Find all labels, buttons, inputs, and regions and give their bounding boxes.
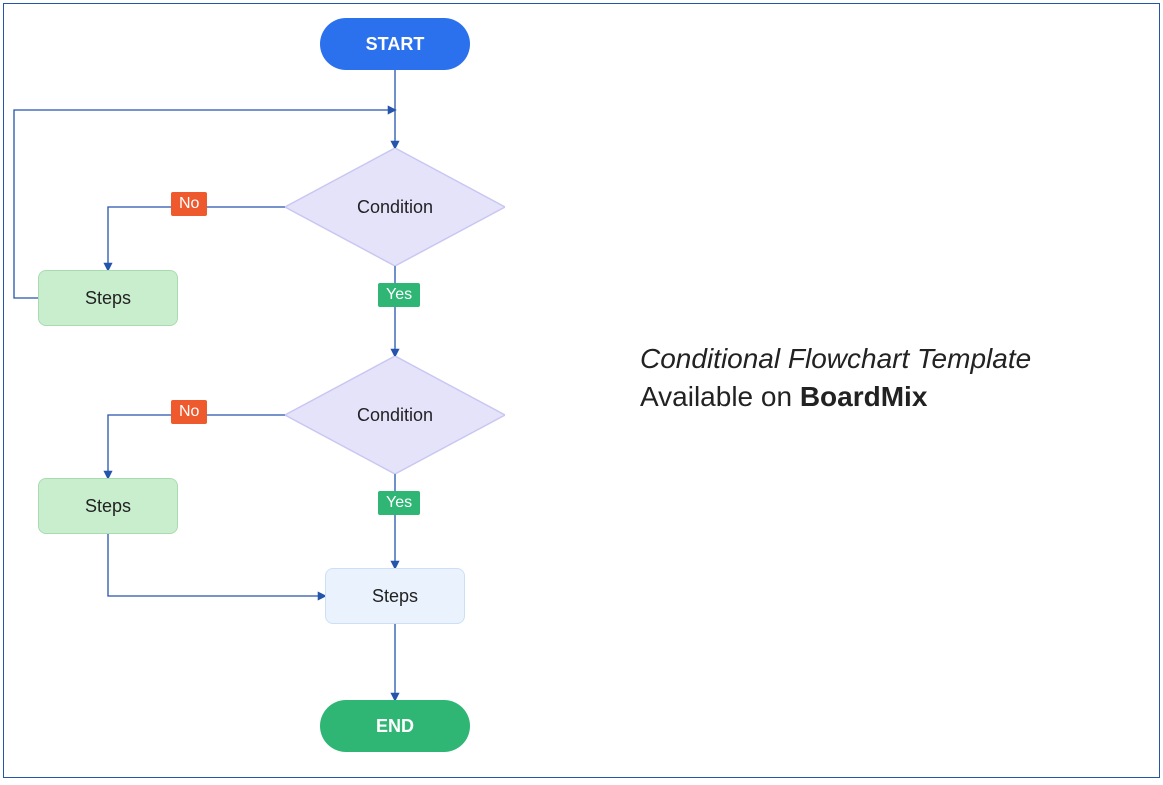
steps-node-2: Steps — [38, 478, 178, 534]
condition-2-label: Condition — [357, 405, 433, 426]
caption-brand: BoardMix — [800, 381, 928, 412]
no-label-2: No — [171, 400, 207, 424]
end-node: END — [320, 700, 470, 752]
steps-3-label: Steps — [372, 586, 418, 607]
yes-label-1: Yes — [378, 283, 420, 307]
end-label: END — [376, 716, 414, 737]
yes-label-2: Yes — [378, 491, 420, 515]
steps-2-label: Steps — [85, 496, 131, 517]
caption-title: Conditional Flowchart Template — [640, 340, 1031, 378]
start-label: START — [366, 34, 425, 55]
start-node: START — [320, 18, 470, 70]
caption-line2: Available on BoardMix — [640, 378, 1031, 416]
condition-1-label: Condition — [357, 197, 433, 218]
caption-block: Conditional Flowchart Template Available… — [640, 340, 1031, 416]
steps-1-label: Steps — [85, 288, 131, 309]
condition-node-2: Condition — [285, 356, 505, 474]
condition-node-1: Condition — [285, 148, 505, 266]
caption-prefix: Available on — [640, 381, 800, 412]
no-label-1: No — [171, 192, 207, 216]
steps-node-1: Steps — [38, 270, 178, 326]
steps-node-3: Steps — [325, 568, 465, 624]
